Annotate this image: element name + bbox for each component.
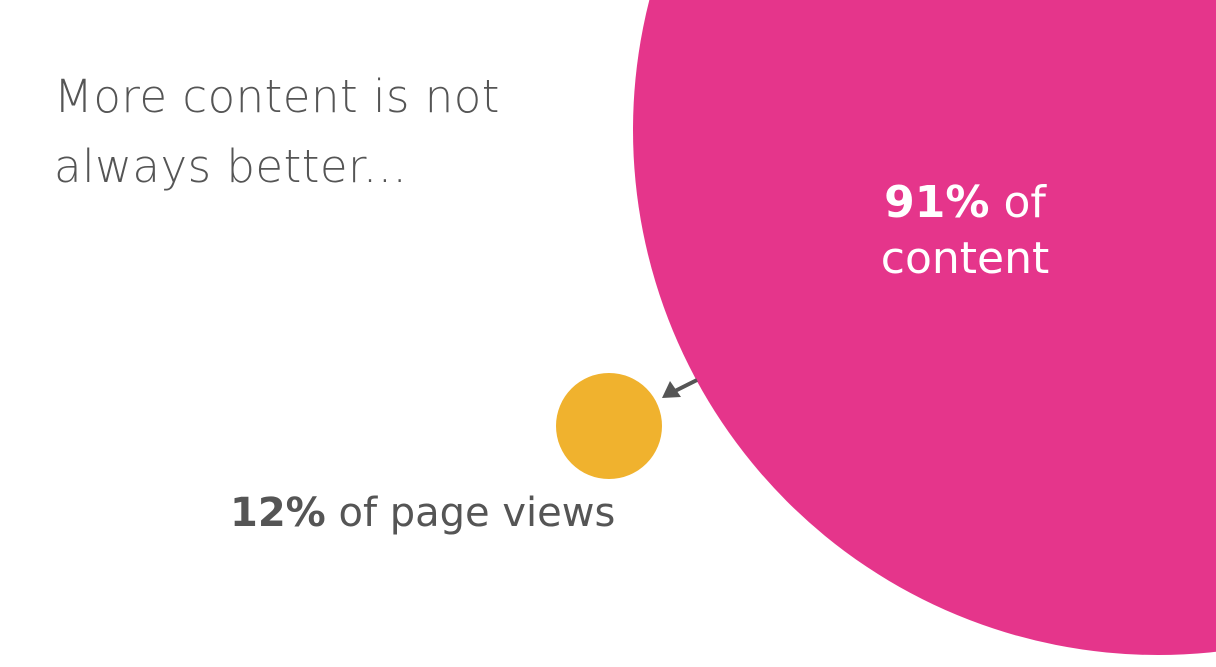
arrow-icon <box>662 378 698 398</box>
content-label: 91% of content <box>860 175 1070 287</box>
content-word: content <box>880 233 1050 284</box>
content-percent: 91% <box>884 177 990 228</box>
page-views-circle <box>556 373 662 479</box>
content-circle <box>633 0 1216 655</box>
headline: More content is not always better... <box>54 62 574 202</box>
content-of: of <box>1003 177 1046 228</box>
page-views-percent: 12% <box>230 490 326 536</box>
page-views-text: of page views <box>338 490 616 536</box>
page-views-label: 12% of page views <box>230 490 615 536</box>
headline-line-1: More content is not <box>54 70 500 123</box>
headline-line-2: always better... <box>54 140 408 193</box>
